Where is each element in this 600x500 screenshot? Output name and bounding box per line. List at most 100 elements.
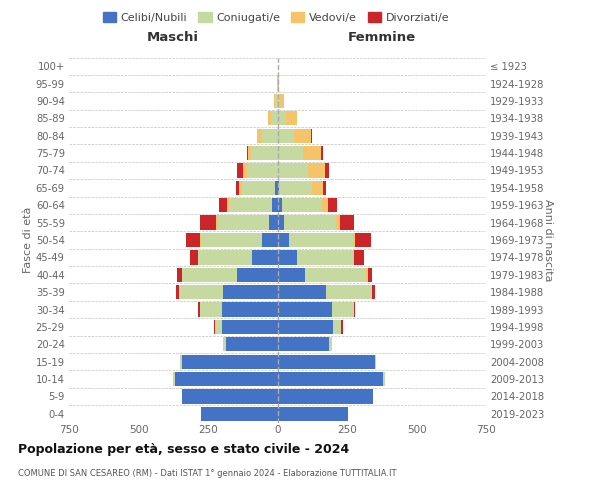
Bar	[341, 320, 343, 334]
Bar	[284, 216, 336, 230]
Bar	[179, 285, 223, 300]
Text: Popolazione per età, sesso e stato civile - 2024: Popolazione per età, sesso e stato civil…	[18, 442, 349, 456]
Bar	[279, 180, 312, 195]
Bar	[329, 337, 332, 351]
Bar	[198, 302, 200, 316]
Bar	[180, 354, 182, 369]
Bar	[269, 216, 277, 230]
Bar	[236, 180, 239, 195]
Bar	[354, 302, 355, 316]
Bar	[175, 372, 277, 386]
Bar	[277, 250, 297, 264]
Bar	[247, 146, 248, 160]
Bar	[277, 268, 305, 282]
Bar	[336, 216, 340, 230]
Bar	[200, 233, 201, 247]
Bar	[214, 320, 215, 334]
Bar	[271, 111, 277, 126]
Text: Maschi: Maschi	[147, 30, 199, 44]
Bar	[201, 233, 262, 247]
Bar	[325, 164, 329, 177]
Bar	[277, 146, 302, 160]
Bar	[367, 268, 368, 282]
Y-axis label: Anni di nascita: Anni di nascita	[543, 198, 553, 281]
Bar	[353, 233, 355, 247]
Bar	[182, 354, 277, 369]
Bar	[248, 146, 251, 160]
Bar	[223, 337, 226, 351]
Bar	[182, 390, 277, 404]
Bar	[217, 216, 218, 230]
Bar	[218, 216, 269, 230]
Bar	[274, 94, 275, 108]
Bar	[322, 198, 328, 212]
Bar	[237, 268, 277, 282]
Bar	[243, 164, 247, 177]
Bar	[247, 164, 277, 177]
Bar	[368, 268, 372, 282]
Bar	[215, 320, 222, 334]
Bar	[257, 128, 262, 143]
Bar	[277, 390, 373, 404]
Bar	[200, 302, 222, 316]
Bar	[251, 146, 277, 160]
Bar	[277, 302, 332, 316]
Bar	[286, 111, 297, 126]
Bar	[305, 268, 367, 282]
Bar	[176, 285, 179, 300]
Bar	[353, 250, 354, 264]
Bar	[277, 164, 308, 177]
Bar	[312, 180, 323, 195]
Bar	[242, 180, 275, 195]
Bar	[277, 94, 280, 108]
Bar	[311, 128, 312, 143]
Bar	[227, 198, 229, 212]
Bar	[277, 337, 329, 351]
Bar	[262, 128, 277, 143]
Bar	[383, 372, 385, 386]
Bar	[277, 128, 294, 143]
Bar	[333, 320, 341, 334]
Bar	[289, 233, 353, 247]
Bar	[198, 250, 253, 264]
Bar	[239, 180, 242, 195]
Bar	[253, 250, 277, 264]
Bar	[332, 302, 354, 316]
Bar	[277, 216, 284, 230]
Bar	[219, 198, 227, 212]
Bar	[190, 250, 198, 264]
Bar	[229, 198, 272, 212]
Bar	[275, 180, 277, 195]
Bar	[182, 268, 237, 282]
Bar	[308, 164, 325, 177]
Bar	[277, 354, 375, 369]
Bar	[328, 198, 337, 212]
Y-axis label: Fasce di età: Fasce di età	[23, 207, 33, 273]
Bar	[277, 320, 333, 334]
Text: COMUNE DI SAN CESAREO (RM) - Dati ISTAT 1° gennaio 2024 - Elaborazione TUTTITALI: COMUNE DI SAN CESAREO (RM) - Dati ISTAT …	[18, 468, 397, 477]
Bar	[354, 250, 364, 264]
Legend: Celibi/Nubili, Coniugati/e, Vedovi/e, Divorziati/e: Celibi/Nubili, Coniugati/e, Vedovi/e, Di…	[98, 8, 454, 28]
Bar	[340, 216, 354, 230]
Bar	[297, 250, 353, 264]
Bar	[277, 111, 286, 126]
Bar	[200, 216, 217, 230]
Bar	[277, 233, 289, 247]
Bar	[186, 233, 200, 247]
Bar	[222, 302, 277, 316]
Bar	[178, 268, 182, 282]
Bar	[223, 285, 277, 300]
Bar	[275, 94, 277, 108]
Bar	[326, 285, 372, 300]
Bar	[277, 180, 279, 195]
Bar	[320, 146, 323, 160]
Bar	[355, 233, 371, 247]
Bar	[272, 198, 277, 212]
Bar	[277, 285, 326, 300]
Bar	[323, 180, 326, 195]
Bar	[201, 406, 277, 421]
Bar	[277, 406, 349, 421]
Bar	[277, 198, 281, 212]
Bar	[375, 354, 376, 369]
Bar	[280, 94, 284, 108]
